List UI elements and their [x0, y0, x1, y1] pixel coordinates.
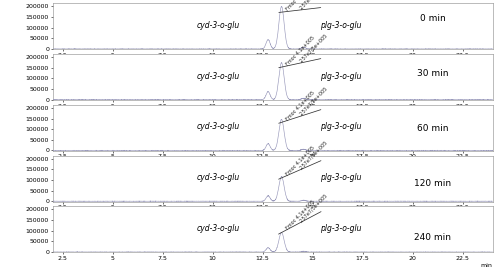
Text: Fmoc 4.1e+005: Fmoc 4.1e+005 — [284, 199, 316, 231]
Text: plg-3-o-glu: plg-3-o-glu — [320, 72, 361, 81]
Text: cyd-3-o-glu: cyd-3-o-glu — [197, 122, 240, 131]
Text: cyd-3-o-glu: cyd-3-o-glu — [197, 173, 240, 182]
Text: Fmoc 4.1e+005: Fmoc 4.1e+005 — [284, 90, 316, 121]
Text: cyd-3-o-glu: cyd-3-o-glu — [197, 224, 240, 233]
Text: Fmoc 4.1e+005: Fmoc 4.1e+005 — [284, 35, 316, 66]
X-axis label: min: min — [480, 263, 492, 268]
Text: 60 min: 60 min — [417, 124, 448, 133]
Text: 0 min: 0 min — [420, 14, 446, 23]
Text: Fmoc 4.1e+005: Fmoc 4.1e+005 — [284, 0, 316, 12]
Text: 2.57e7/5e+005: 2.57e7/5e+005 — [299, 192, 329, 223]
Text: Fmoc 4.1e+005: Fmoc 4.1e+005 — [284, 145, 316, 177]
Text: 2.57e7/5e+005: 2.57e7/5e+005 — [299, 139, 329, 170]
Text: 2.57e7/5e+005: 2.57e7/5e+005 — [299, 32, 329, 63]
Text: cyd-3-o-glu: cyd-3-o-glu — [197, 72, 240, 81]
Text: 240 min: 240 min — [414, 233, 451, 243]
Text: 2.57e7/5e+005: 2.57e7/5e+005 — [299, 86, 329, 117]
Text: plg-3-o-glu: plg-3-o-glu — [320, 224, 361, 233]
Text: plg-3-o-glu: plg-3-o-glu — [320, 21, 361, 30]
Text: cyd-3-o-glu: cyd-3-o-glu — [197, 21, 240, 30]
Text: plg-3-o-glu: plg-3-o-glu — [320, 173, 361, 182]
Text: 120 min: 120 min — [414, 179, 451, 188]
Text: 2.57e7/5e+005: 2.57e7/5e+005 — [299, 0, 329, 10]
Text: plg-3-o-glu: plg-3-o-glu — [320, 122, 361, 131]
Text: 30 min: 30 min — [417, 69, 448, 77]
